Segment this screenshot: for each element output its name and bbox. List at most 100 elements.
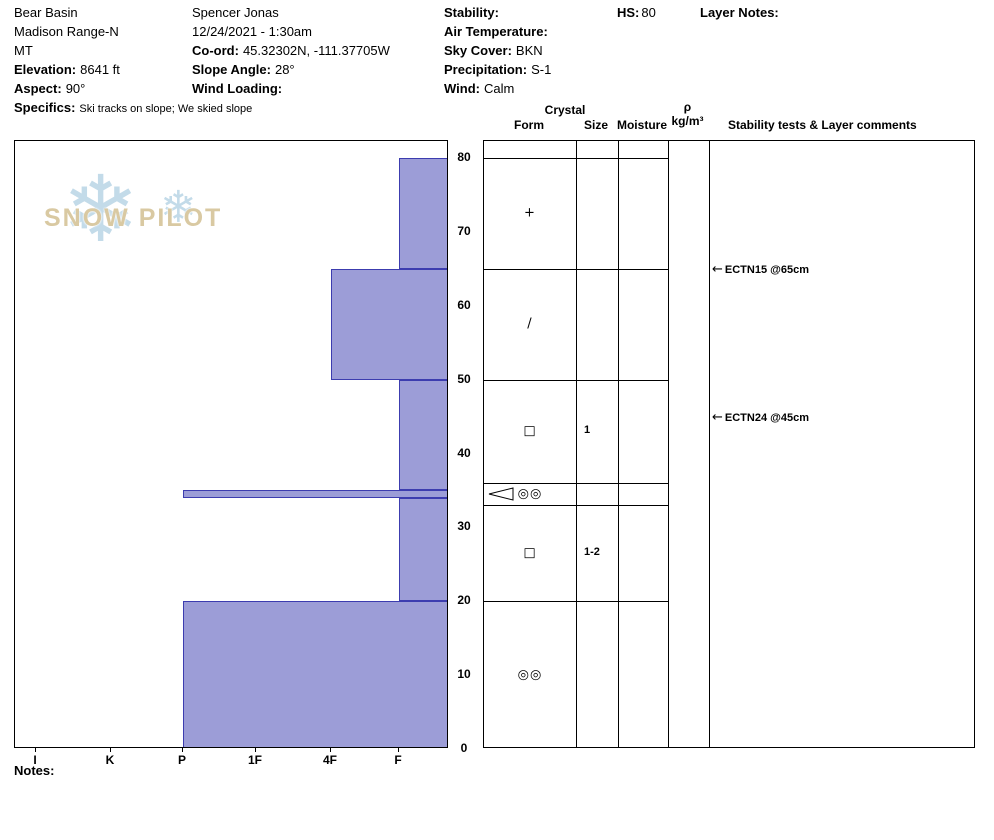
observation-block: Spencer Jonas 12/24/2021 - 1:30am Co-ord…: [192, 3, 390, 98]
observer-name: Spencer Jonas: [192, 5, 279, 20]
hardness-tick: [330, 748, 331, 752]
density-units-header: kg/m³: [671, 114, 704, 128]
layer-boundary-line: [484, 505, 668, 507]
hardness-tick: [255, 748, 256, 752]
aspect-row: Aspect: 90°: [14, 79, 252, 98]
hardness-tick: [110, 748, 111, 752]
stability-test-annotation: ← ECTN24 @45cm: [712, 410, 809, 425]
specifics-label: Specifics:: [14, 100, 76, 115]
location-block: Bear Basin Madison Range-N MT Elevation:…: [14, 3, 252, 119]
sky-cover-row: Sky Cover: BKN: [444, 41, 552, 60]
layer-boundary-line: [484, 268, 668, 270]
hardness-tick: [398, 748, 399, 752]
hardness-tick: [182, 748, 183, 752]
moisture-column-header: Moisture: [616, 118, 667, 132]
panel-column-divider: [576, 141, 577, 747]
wind-row: Wind: Calm: [444, 79, 552, 98]
grain-form-symbol: /: [527, 316, 533, 332]
grain-form-symbol: □: [523, 423, 537, 439]
grain-size-value: 1: [584, 424, 591, 437]
hardness-tick-label: K: [105, 753, 115, 767]
air-temp-row: Air Temperature:: [444, 22, 552, 41]
specifics-row: Specifics: Ski tracks on slope; We skied …: [14, 98, 252, 119]
slope-angle-value: 28°: [274, 62, 295, 77]
layer-boundary-line: [484, 601, 668, 603]
layer-of-concern-marker: [486, 487, 516, 506]
snow-layer-bar: [183, 490, 447, 498]
panel-column-divider: [618, 141, 619, 747]
layer-boundary-line: [484, 483, 668, 485]
depth-tick-label: 0: [460, 741, 468, 755]
hardness-tick-label: F: [394, 753, 402, 767]
grain-size-value: 1-2: [584, 546, 600, 559]
aspect-value: 90°: [65, 81, 86, 96]
hardness-tick-label: 4F: [322, 753, 338, 767]
hardness-tick-label: I: [33, 753, 37, 767]
site-state: MT: [14, 43, 33, 58]
layer-boundary-line: [484, 379, 668, 381]
wind-loading-label: Wind Loading:: [192, 81, 283, 96]
specifics-value: Ski tracks on slope; We skied slope: [79, 103, 253, 115]
depth-tick-label: 70: [457, 223, 471, 238]
snow-layer-bar: [331, 268, 447, 380]
elevation-label: Elevation:: [14, 62, 77, 77]
depth-tick-label: 80: [457, 150, 471, 164]
snow-layer-bar: [399, 158, 447, 269]
grain-form-symbol: +: [524, 205, 536, 221]
wind-label: Wind:: [444, 81, 480, 96]
grain-form-symbol: □: [523, 545, 537, 561]
hardness-profile-plot: [14, 140, 448, 748]
air-temp-label: Air Temperature:: [444, 24, 548, 39]
aspect-label: Aspect:: [14, 81, 62, 96]
depth-tick-label: 10: [457, 667, 471, 682]
grain-form-symbol: ◎◎: [517, 667, 543, 683]
conditions-block: Stability: Air Temperature: Sky Cover: BK…: [444, 3, 552, 98]
depth-tick-label: 40: [457, 445, 471, 460]
density-symbol-header: ρ: [683, 100, 692, 114]
panel-column-divider: [668, 141, 669, 747]
sky-cover-value: BKN: [515, 43, 543, 58]
slope-angle-row: Slope Angle: 28°: [192, 60, 390, 79]
hardness-tick: [35, 748, 36, 752]
left-arrow-icon: ←: [712, 261, 723, 277]
observation-datetime: 12/24/2021 - 1:30am: [192, 24, 312, 39]
site-range: Madison Range-N: [14, 24, 119, 39]
layer-boundary-line: [484, 158, 668, 159]
depth-tick-label: 50: [457, 371, 471, 386]
comments-column-header: Stability tests & Layer comments: [728, 118, 917, 132]
snow-layer-bar: [399, 497, 447, 602]
stability-row: Stability:: [444, 3, 552, 22]
stability-label: Stability:: [444, 5, 499, 20]
depth-tick-label: 60: [457, 297, 471, 312]
depth-axis-labels: 0 10 20 30 40 50 60 70 80: [448, 140, 480, 755]
size-column-header: Size: [583, 118, 608, 132]
depth-tick-label: 30: [457, 519, 471, 534]
stability-test-annotation: ← ECTN15 @65cm: [712, 262, 809, 277]
elevation-row: Elevation: 8641 ft: [14, 60, 252, 79]
sky-cover-label: Sky Cover:: [444, 43, 512, 58]
grain-form-symbol: ◎◎: [517, 486, 543, 502]
hs-block: HS: 80: [617, 3, 656, 22]
stability-test-label: ECTN24 @45cm: [724, 411, 810, 424]
precipitation-label: Precipitation:: [444, 62, 528, 77]
wind-value: Calm: [483, 81, 515, 96]
hardness-tick-label: P: [177, 753, 187, 767]
site-name: Bear Basin: [14, 5, 78, 20]
elevation-value: 8641 ft: [80, 62, 120, 77]
hs-row: HS: 80: [617, 3, 656, 22]
coord-value: 45.32302N, -111.37705W: [242, 43, 390, 58]
snow-layer-bar: [183, 601, 447, 747]
layer-detail-panel: + / □ 1 ◎◎ □ 1-2 ◎◎ ← ECTN15 @65cm ← ECTN24 @45cm: [483, 140, 975, 748]
left-arrow-icon: ←: [712, 409, 723, 425]
depth-tick-label: 20: [457, 593, 471, 608]
hs-value: 80: [641, 5, 656, 20]
crystal-header: Crystal: [544, 103, 586, 117]
layer-notes-block: Layer Notes:: [700, 3, 783, 22]
precipitation-value: S-1: [531, 62, 552, 77]
layer-notes-label: Layer Notes:: [700, 5, 779, 20]
snow-layer-bar: [399, 379, 447, 491]
hardness-tick-label: 1F: [247, 753, 263, 767]
hs-label: HS:: [617, 5, 640, 20]
wind-loading-row: Wind Loading:: [192, 79, 390, 98]
